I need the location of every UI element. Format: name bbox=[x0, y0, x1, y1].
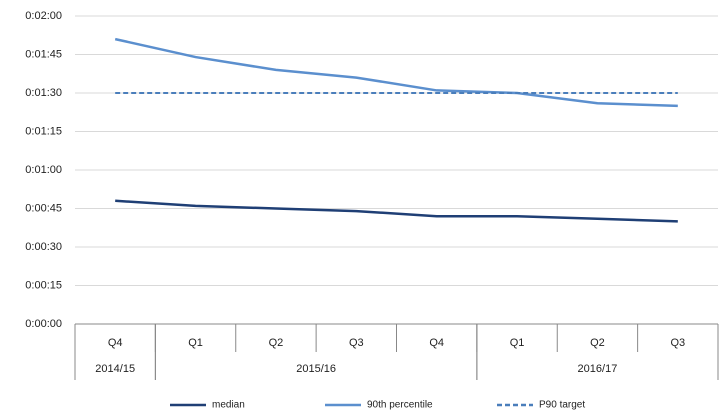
x-tick-label: Q3 bbox=[349, 337, 364, 349]
y-tick-label: 0:00:30 bbox=[25, 241, 62, 253]
y-tick-label: 0:00:00 bbox=[25, 318, 62, 330]
x-tick-label: Q4 bbox=[429, 337, 444, 349]
legend-label: 90th percentile bbox=[367, 400, 433, 411]
x-tick-label: Q1 bbox=[510, 337, 525, 349]
x-tick-label: Q2 bbox=[269, 337, 284, 349]
y-tick-label: 0:01:45 bbox=[25, 48, 62, 60]
y-tick-label: 0:01:00 bbox=[25, 164, 62, 176]
legend-label: P90 target bbox=[539, 400, 585, 411]
x-tick-label: Q3 bbox=[670, 337, 685, 349]
legend-label: median bbox=[212, 400, 245, 411]
y-tick-label: 0:00:15 bbox=[25, 279, 62, 291]
series-line bbox=[114, 37, 678, 108]
group-label: 2014/15 bbox=[95, 363, 135, 375]
y-tick-label: 0:02:00 bbox=[25, 10, 62, 22]
series-line bbox=[115, 199, 678, 223]
group-label: 2015/16 bbox=[296, 363, 336, 375]
y-tick-label: 0:00:45 bbox=[25, 202, 62, 214]
y-tick-label: 0:01:30 bbox=[25, 87, 62, 99]
group-label: 2016/17 bbox=[578, 363, 618, 375]
x-tick-label: Q2 bbox=[590, 337, 605, 349]
x-tick-label: Q1 bbox=[188, 337, 203, 349]
x-tick-label: Q4 bbox=[108, 337, 123, 349]
y-tick-label: 0:01:15 bbox=[25, 125, 62, 137]
